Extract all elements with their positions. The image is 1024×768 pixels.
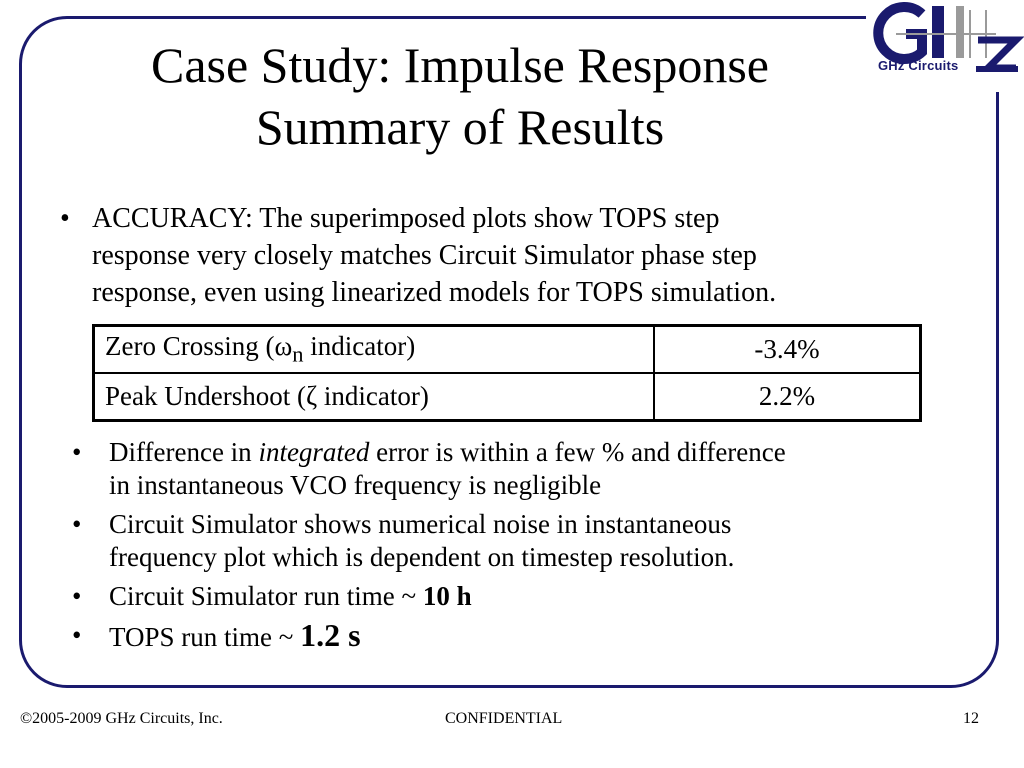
footer-confidential: CONFIDENTIAL (445, 710, 563, 727)
summary-bullet-list: • Difference in integrated error is with… (72, 436, 982, 660)
list-item: • Difference in integrated error is with… (72, 437, 786, 500)
logo: GHz Circuits (866, 0, 1024, 92)
bullet-marker: • (60, 203, 70, 234)
subscript-n: n (292, 341, 304, 367)
title-line-2: Summary of Results (255, 99, 665, 155)
row-label: Peak Undershoot (ζ indicator) (92, 372, 655, 422)
title-line-1: Case Study: Impulse Response (150, 37, 770, 93)
accuracy-bullet: • ACCURACY: The superimposed plots show … (60, 200, 940, 311)
accuracy-line-3: response, even using linearized models f… (92, 277, 777, 308)
bullet-marker: • (72, 620, 82, 650)
tops-run-time: 1.2 s (300, 617, 361, 653)
row-value: -3.4% (653, 324, 922, 374)
list-item: • TOPS run time ~ 1.2 s (72, 617, 361, 653)
results-table: Zero Crossing (ωn indicator) -3.4% Peak … (92, 324, 922, 422)
ghz-circuits-logo-icon (873, 2, 1024, 72)
list-item: • Circuit Simulator run time ~ 10 h (72, 581, 472, 611)
accuracy-line-2: response very closely matches Circuit Si… (92, 240, 757, 271)
row-value: 2.2% (653, 372, 922, 422)
bullet-marker: • (72, 581, 82, 611)
accuracy-bullet-list: • ACCURACY: The superimposed plots show … (60, 200, 940, 311)
table-row: Zero Crossing (ωn indicator) -3.4% (92, 324, 922, 374)
row-label: Zero Crossing (ωn indicator) (92, 324, 655, 374)
emphasis-integrated: integrated (258, 437, 370, 467)
list-item: • Circuit Simulator shows numerical nois… (72, 509, 735, 572)
zeta-symbol: ζ (305, 381, 318, 411)
bullet-marker: • (72, 509, 82, 539)
page-title: Case Study: Impulse Response Summary of … (40, 34, 880, 158)
omega-symbol: ω (274, 331, 293, 362)
footer-page-number: 12 (963, 710, 979, 727)
logo-text: GHz Circuits (878, 58, 959, 73)
bullet-marker: • (72, 437, 82, 467)
accuracy-line-1: ACCURACY: The superimposed plots show TO… (92, 203, 720, 234)
footer-copyright: ©2005-2009 GHz Circuits, Inc. (20, 710, 223, 727)
simulator-run-time: 10 h (422, 581, 472, 611)
table-row: Peak Undershoot (ζ indicator) 2.2% (92, 372, 922, 422)
